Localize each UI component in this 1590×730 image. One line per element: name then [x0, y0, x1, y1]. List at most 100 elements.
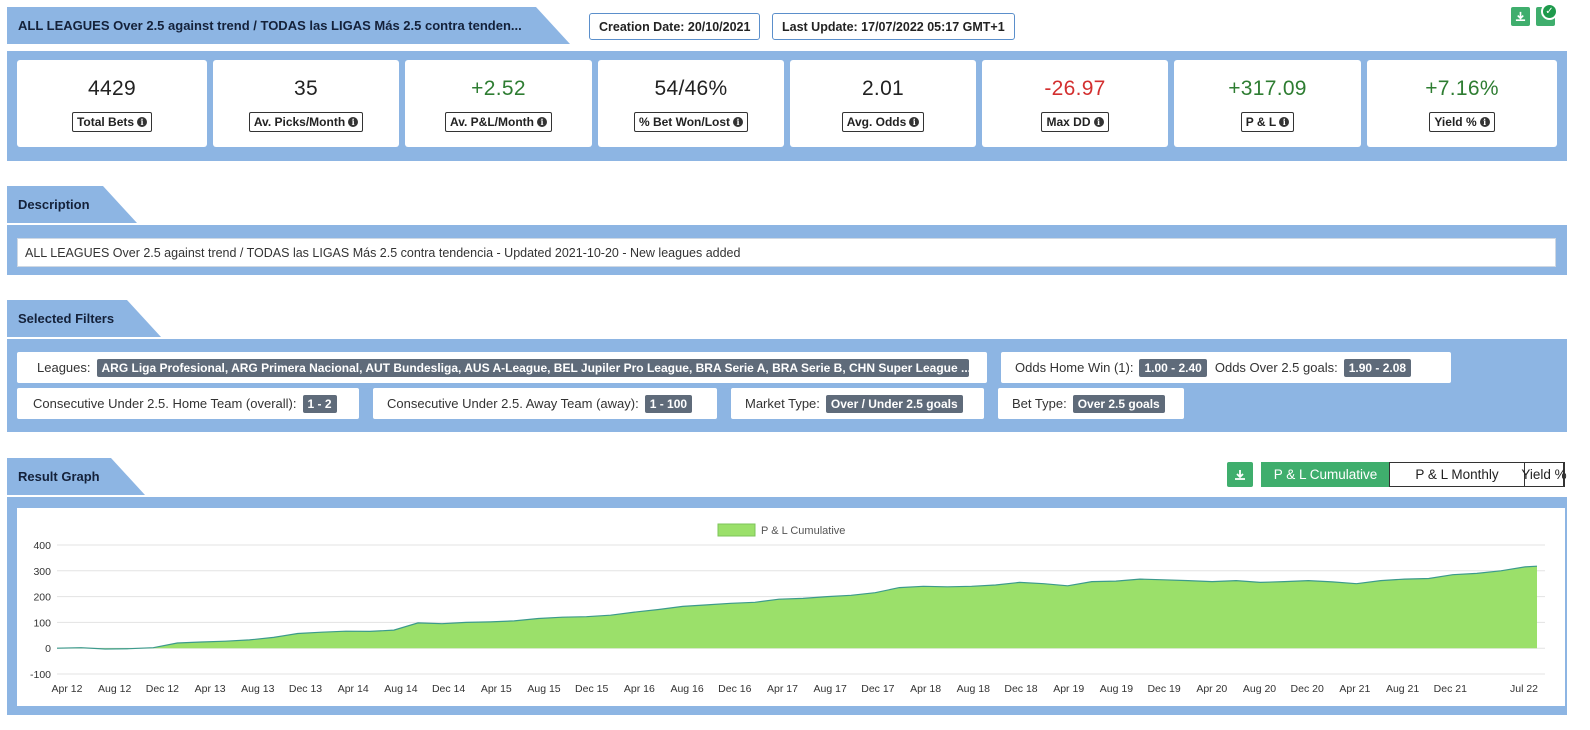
chart-area: -100 0 100 200 300 400 Apr 12 Aug 12 Dec 12 Apr 1… [17, 508, 1565, 706]
stat-value: 35 [294, 77, 318, 100]
stat-card: -26.97 Max DD i [982, 60, 1168, 147]
filter-cons-home: Consecutive Under 2.5. Home Team (overal… [17, 388, 359, 419]
filter-odds: Odds Home Win (1): 1.00 - 2.40 Odds Over… [1001, 352, 1451, 383]
stat-label-text: Avg. Odds [846, 115, 907, 129]
info-icon[interactable]: i [909, 117, 920, 127]
x-tick-label: Apr 13 [195, 683, 226, 695]
stat-value: +317.09 [1228, 77, 1307, 100]
x-tick-label: Dec 20 [1291, 683, 1324, 695]
x-tick-label: Dec 14 [432, 683, 465, 695]
x-tick-label: Aug 21 [1386, 683, 1419, 695]
pl-cumulative-chart: -100 0 100 200 300 400 Apr 12 Aug 12 Dec 12 Apr 1… [30, 523, 1545, 695]
legend-label: P & L Cumulative [761, 525, 845, 537]
x-tick-label: Aug 16 [670, 683, 703, 695]
filter-odds-home-label: Odds Home Win (1): [1015, 360, 1134, 375]
filter-leagues-value: ARG Liga Profesional, ARG Primera Nacion… [96, 358, 969, 377]
filter-market: Market Type: Over / Under 2.5 goals [731, 388, 984, 419]
filter-leagues-label: Leagues: [37, 360, 91, 375]
stat-label-text: Av. Picks/Month [253, 115, 346, 129]
stat-label-text: Total Bets [76, 115, 135, 129]
y-tick-label: 400 [33, 540, 51, 552]
chart-download-icon[interactable] [1227, 462, 1253, 487]
filter-cons-away-value: 1 - 100 [644, 394, 693, 413]
x-tick-label: Apr 19 [1053, 683, 1084, 695]
stat-label[interactable]: Avg. Odds i [841, 112, 925, 132]
toggle-pl-monthly[interactable]: P & L Monthly [1389, 462, 1525, 487]
stat-label-text: % Bet Won/Lost [638, 115, 731, 129]
description-heading: Description [18, 197, 90, 212]
x-tick-label: Dec 16 [718, 683, 751, 695]
info-icon[interactable]: i [537, 117, 547, 127]
x-tick-label: Apr 12 [52, 683, 83, 695]
filter-odds-over-label: Odds Over 2.5 goals: [1214, 360, 1338, 375]
x-tick-label: Aug 19 [1100, 683, 1133, 695]
stat-label[interactable]: Av. Picks/Month i [248, 112, 364, 132]
info-icon[interactable]: i [137, 117, 148, 127]
filter-cons-away-label: Consecutive Under 2.5. Away Team (away): [387, 396, 639, 411]
stat-value: 2.01 [861, 77, 905, 100]
info-icon[interactable]: i [1093, 117, 1104, 127]
info-icon[interactable]: i [1279, 117, 1290, 127]
info-icon[interactable]: i [1479, 117, 1490, 127]
x-tick-label: Apr 17 [767, 683, 798, 695]
y-tick-label: 100 [33, 617, 51, 629]
info-icon[interactable]: i [733, 117, 744, 127]
series-area [57, 566, 1537, 649]
x-tick-label: Dec 19 [1147, 683, 1180, 695]
strategy-title: ALL LEAGUES Over 2.5 against trend / TOD… [18, 18, 522, 33]
filter-cons-away: Consecutive Under 2.5. Away Team (away):… [373, 388, 717, 419]
x-tick-label: Aug 17 [814, 683, 847, 695]
filter-bet-value: Over 2.5 goals [1072, 394, 1165, 413]
x-tick-label: Dec 18 [1004, 683, 1037, 695]
stat-label-text: Max DD [1046, 115, 1091, 129]
x-tick-label: Aug 12 [98, 683, 131, 695]
stat-label-text: Yield % [1434, 115, 1477, 129]
download-glyph [1235, 469, 1245, 480]
stat-label-text: Av. P&L/Month [450, 115, 534, 129]
download-icon[interactable] [1511, 7, 1530, 26]
series-line [56, 565, 1538, 650]
stat-value: -26.97 [1044, 77, 1106, 100]
stat-value: +2.52 [471, 77, 526, 100]
stat-label-text: P & L [1245, 115, 1277, 129]
info-icon[interactable]: i [348, 117, 359, 127]
stat-label[interactable]: Max DD i [1041, 112, 1109, 132]
filter-bet-label: Bet Type: [1012, 396, 1067, 411]
filter-odds-home-value: 1.00 - 2.40 [1139, 358, 1207, 377]
y-tick-label: -100 [30, 669, 51, 681]
stat-label[interactable]: Yield % i [1429, 112, 1495, 132]
x-tick-label: Jul 22 [1510, 683, 1538, 695]
check-icon: ✓ [1541, 3, 1558, 20]
last-update: Last Update: 17/07/2022 05:17 GMT+1 [772, 13, 1015, 40]
creation-date: Creation Date: 20/10/2021 [589, 13, 761, 40]
x-tick-label: Dec 21 [1434, 683, 1467, 695]
x-tick-label: Aug 15 [527, 683, 560, 695]
filter-cons-home-label: Consecutive Under 2.5. Home Team (overal… [33, 396, 297, 411]
x-tick-label: Apr 21 [1339, 683, 1370, 695]
x-tick-label: Dec 12 [146, 683, 179, 695]
tab-background [7, 7, 570, 44]
x-tick-label: Aug 18 [957, 683, 990, 695]
stat-card: 35 Av. Picks/Month i [213, 60, 399, 147]
y-tick-label: 200 [33, 592, 51, 604]
stat-label[interactable]: Total Bets i [71, 112, 153, 132]
toggle-pl-cumulative[interactable]: P & L Cumulative [1261, 462, 1390, 487]
x-tick-label: Apr 14 [338, 683, 369, 695]
filter-market-value: Over / Under 2.5 goals [825, 394, 963, 413]
strategy-title-tab: ALL LEAGUES Over 2.5 against trend / TOD… [7, 7, 570, 44]
stat-label[interactable]: % Bet Won/Lost i [633, 112, 749, 132]
filter-bet: Bet Type: Over 2.5 goals [998, 388, 1184, 419]
stat-card: +7.16% Yield % i [1367, 60, 1557, 147]
download-glyph [1515, 11, 1526, 21]
x-tick-label: Apr 20 [1196, 683, 1227, 695]
stat-label[interactable]: Av. P&L/Month i [445, 112, 552, 132]
stat-value: 4429 [88, 77, 136, 100]
toggle-yield[interactable]: Yield % [1521, 462, 1567, 487]
description-tab: Description [7, 186, 137, 223]
x-tick-label: Dec 13 [289, 683, 322, 695]
x-tick-label: Apr 16 [624, 683, 655, 695]
stat-card: 4429 Total Bets i [17, 60, 207, 147]
stat-card: +2.52 Av. P&L/Month i [405, 60, 592, 147]
